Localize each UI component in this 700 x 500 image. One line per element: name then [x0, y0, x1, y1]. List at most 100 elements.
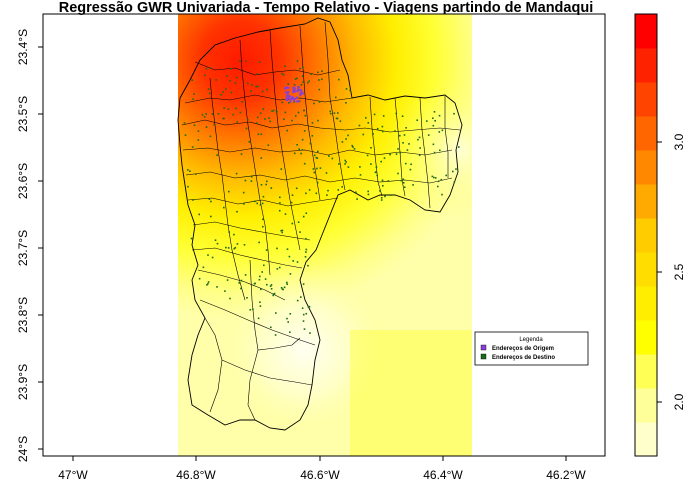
destination-point	[297, 221, 300, 223]
destination-point	[353, 148, 356, 150]
destination-point	[289, 331, 291, 333]
destination-point	[239, 111, 242, 114]
destination-point	[303, 162, 306, 165]
colorbar-band	[635, 218, 657, 253]
destination-point	[184, 134, 187, 136]
destination-point	[293, 83, 296, 86]
destination-point	[269, 120, 271, 123]
destination-point	[273, 292, 276, 295]
destination-point	[402, 142, 404, 144]
destination-point	[403, 134, 406, 136]
destination-point	[441, 193, 443, 196]
destination-point	[400, 179, 403, 182]
destination-point	[251, 84, 253, 86]
destination-point	[286, 248, 289, 250]
y-tick-label: 23.8°S	[16, 297, 30, 333]
destination-point	[263, 264, 265, 267]
destination-point	[384, 195, 386, 198]
destination-point	[382, 185, 384, 187]
destination-point	[207, 254, 209, 256]
destination-point	[296, 60, 299, 62]
destination-point	[362, 133, 365, 136]
destination-point	[239, 60, 241, 62]
destination-point	[445, 174, 447, 177]
destination-point	[281, 231, 283, 234]
destination-point	[281, 72, 283, 75]
destination-point	[197, 130, 200, 132]
destination-point	[408, 143, 410, 145]
origin-point	[285, 95, 288, 98]
origin-point	[297, 100, 300, 103]
destination-point	[236, 210, 238, 213]
destination-point	[293, 152, 296, 155]
destination-point	[382, 115, 385, 117]
destination-point	[254, 282, 256, 285]
destination-point	[345, 88, 348, 90]
destination-point	[286, 129, 288, 132]
origin-point	[293, 87, 296, 91]
destination-point	[205, 67, 208, 70]
destination-point	[264, 278, 267, 280]
district-boundaries	[181, 21, 461, 421]
destination-point	[315, 192, 318, 195]
destination-point	[284, 111, 287, 114]
destination-point	[229, 79, 231, 82]
origin-point	[297, 88, 300, 91]
origin-point	[286, 98, 289, 101]
destination-point	[380, 199, 383, 201]
destination-point	[359, 174, 362, 176]
destination-point	[302, 81, 304, 83]
destination-point	[431, 175, 434, 178]
destination-point	[402, 182, 405, 184]
destination-point	[245, 127, 248, 130]
destination-point	[254, 200, 256, 203]
destination-point	[441, 129, 444, 132]
destination-point	[321, 78, 323, 81]
destination-point	[269, 285, 272, 287]
origin-point	[292, 90, 295, 94]
destination-point	[279, 196, 281, 199]
destination-point	[328, 155, 330, 157]
destination-point	[333, 112, 336, 114]
destination-point	[291, 222, 294, 225]
destination-point	[290, 201, 293, 204]
origin-point	[299, 92, 302, 95]
destination-point	[267, 144, 270, 146]
destination-point	[417, 138, 419, 141]
destination-point	[375, 166, 378, 168]
destination-point	[432, 143, 435, 146]
destination-point	[216, 154, 218, 156]
destination-point	[226, 279, 229, 281]
destination-point	[264, 118, 266, 120]
destination-point	[283, 118, 285, 120]
destination-point	[287, 83, 289, 85]
y-tick-label: 23.4°S	[16, 29, 30, 65]
destination-point	[387, 180, 390, 182]
destination-point	[281, 229, 284, 232]
origin-point	[296, 90, 299, 93]
destination-point	[345, 138, 347, 140]
destination-point	[244, 274, 247, 276]
origin-point	[300, 90, 303, 93]
destination-point	[410, 163, 412, 166]
destination-point	[433, 176, 435, 179]
destination-point	[257, 317, 260, 320]
destination-point	[262, 225, 264, 228]
colorbar	[635, 14, 657, 457]
destination-point	[286, 283, 288, 285]
destination-point	[187, 169, 189, 171]
destination-point	[305, 248, 308, 251]
destination-point	[311, 122, 314, 124]
origin-point	[284, 91, 288, 94]
origin-point	[287, 95, 290, 98]
destination-point	[209, 67, 212, 69]
destination-point	[260, 184, 263, 186]
origin-point	[291, 97, 294, 100]
destination-point	[366, 154, 369, 157]
destination-point	[309, 142, 312, 145]
destination-point	[300, 84, 303, 86]
origin-points	[284, 86, 304, 103]
colorbar-frame	[634, 13, 658, 457]
destination-point	[301, 149, 304, 151]
